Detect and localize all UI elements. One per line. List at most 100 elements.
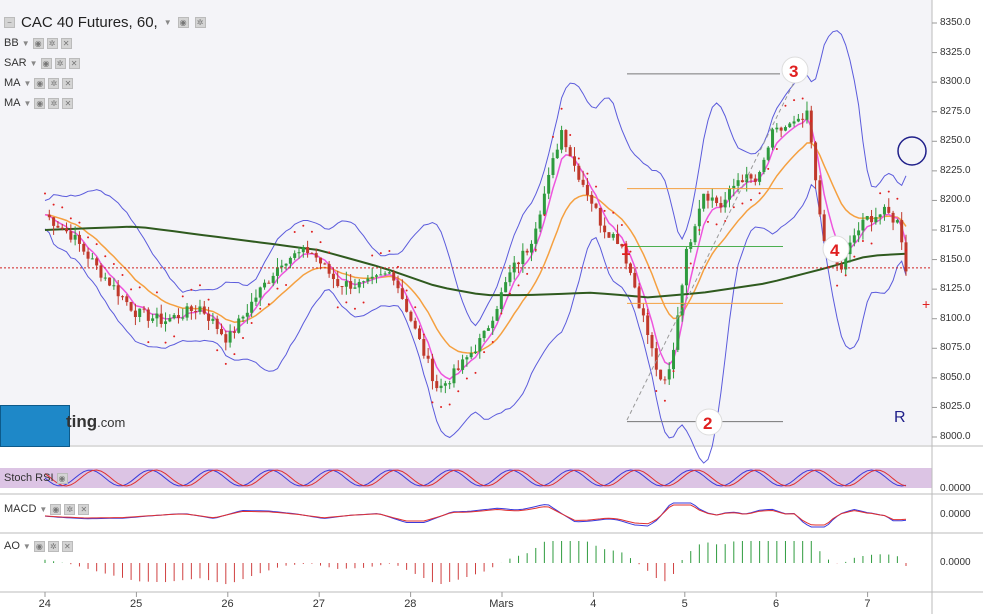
indicator-row-ma-1[interactable]: MA ▼ ◉ ✲ ✕ — [4, 77, 74, 89]
sar-dot — [457, 390, 460, 393]
candle-body — [822, 214, 826, 241]
sar-dot — [233, 353, 236, 356]
sar-dot — [147, 341, 150, 344]
sar-dot — [414, 306, 417, 309]
sar-dot — [78, 221, 81, 224]
sar-dot — [732, 206, 735, 209]
wave-marker-3 — [781, 56, 809, 84]
candle-body — [486, 328, 490, 331]
chevron-down-icon[interactable]: ▼ — [23, 78, 32, 88]
chevron-down-icon[interactable]: ▼ — [39, 504, 48, 514]
gear-icon[interactable]: ✲ — [48, 77, 60, 89]
gear-icon[interactable]: ✲ — [64, 503, 76, 515]
sar-dot — [207, 298, 210, 301]
collapse-icon[interactable]: − — [4, 17, 15, 28]
bb-lower — [44, 183, 907, 464]
eye-icon[interactable]: ◉ — [34, 77, 46, 89]
candle-body — [60, 227, 64, 229]
candle-body — [633, 272, 637, 288]
candle-body — [611, 233, 615, 238]
sar-dot — [853, 255, 856, 258]
close-icon[interactable]: ✕ — [78, 503, 90, 515]
candle-body — [185, 306, 189, 318]
eye-icon[interactable]: ◉ — [32, 37, 44, 49]
candle-body — [443, 383, 447, 386]
sar-dot — [629, 250, 632, 253]
candle-body — [659, 369, 663, 380]
candle-body — [628, 263, 632, 273]
candle-body — [870, 216, 874, 223]
close-icon[interactable]: ✕ — [62, 77, 74, 89]
gear-icon[interactable]: ✲ — [46, 37, 58, 49]
sar-dot — [681, 305, 684, 308]
gear-icon[interactable]: ✲ — [54, 57, 66, 69]
candle-body — [366, 278, 370, 282]
candle-body — [857, 230, 861, 236]
indicator-row-bb[interactable]: BB ▼ ◉ ✲ ✕ — [4, 37, 72, 49]
chevron-down-icon[interactable]: ▼ — [22, 541, 31, 551]
candle-body — [56, 225, 60, 228]
chevron-down-icon[interactable]: ▼ — [29, 58, 38, 68]
gear-icon[interactable]: ✲ — [48, 97, 60, 109]
ma-slow — [44, 225, 907, 299]
sar-dot — [259, 307, 262, 310]
candle-body — [564, 130, 568, 148]
close-icon[interactable]: ✕ — [62, 97, 74, 109]
macd-axis-value: 0.0000 — [940, 509, 971, 520]
candle-body — [616, 233, 620, 244]
indicator-row-ma-2[interactable]: MA ▼ ◉ ✲ ✕ — [4, 97, 74, 109]
sar-dot — [612, 211, 615, 214]
eye-icon[interactable]: ◉ — [177, 17, 189, 28]
eye-icon[interactable]: ◉ — [33, 540, 45, 552]
sar-dot — [534, 248, 537, 251]
candle-body — [138, 308, 142, 317]
candle-body — [331, 273, 335, 280]
sar-dot — [44, 192, 46, 195]
logo-text: ting.com — [66, 412, 126, 431]
candle-body — [383, 273, 387, 275]
macd-header[interactable]: MACD ▼ ◉ ✲ ✕ — [4, 503, 90, 515]
x-tick-label: 28 — [404, 598, 417, 610]
ao-header[interactable]: AO ▼ ◉ ✲ ✕ — [4, 540, 73, 552]
chart-title[interactable]: − CAC 40 Futures, 60, ▼ ◉ ✲ — [4, 14, 206, 31]
sar-dot — [69, 217, 72, 220]
sar-dot — [638, 286, 641, 289]
candle-body — [155, 313, 159, 319]
indicator-row-sar[interactable]: SAR ▼ ◉ ✲ ✕ — [4, 57, 80, 69]
gear-icon[interactable]: ✲ — [194, 17, 206, 28]
candle-body — [202, 306, 206, 314]
sar-dot — [646, 312, 649, 315]
sar-dot — [267, 303, 270, 306]
candle-body — [319, 257, 323, 264]
sar-dot — [836, 284, 839, 287]
candle-body — [69, 231, 73, 240]
wave-marker-2 — [695, 408, 723, 436]
candle-body — [245, 312, 249, 317]
eye-icon[interactable]: ◉ — [56, 472, 68, 484]
eye-icon[interactable]: ◉ — [34, 97, 46, 109]
candle-body — [327, 263, 331, 274]
indicator-label-sar: SAR — [4, 57, 27, 69]
candle-body — [422, 339, 426, 356]
close-icon[interactable]: ✕ — [68, 57, 80, 69]
candle-body — [478, 338, 482, 352]
sar-dot — [569, 134, 572, 137]
close-icon[interactable]: ✕ — [60, 37, 72, 49]
candle-body — [224, 334, 228, 343]
chevron-down-icon[interactable]: ▼ — [23, 98, 32, 108]
stoch-header[interactable]: Stoch RSI ◉ — [4, 472, 68, 484]
wave-label-2: 2 — [703, 414, 712, 433]
candle-body — [512, 262, 516, 273]
eye-icon[interactable]: ◉ — [40, 57, 52, 69]
candle-body — [805, 110, 809, 120]
chevron-down-icon[interactable]: ▼ — [163, 18, 172, 27]
crosshair-plus[interactable]: + — [922, 296, 930, 312]
eye-icon[interactable]: ◉ — [50, 503, 62, 515]
sar-dot — [293, 230, 296, 233]
chevron-down-icon[interactable]: ▼ — [21, 38, 30, 48]
candle-body — [207, 313, 211, 321]
gear-icon[interactable]: ✲ — [47, 540, 59, 552]
candle-body — [560, 130, 564, 150]
candle-body — [736, 180, 740, 186]
close-icon[interactable]: ✕ — [61, 540, 73, 552]
